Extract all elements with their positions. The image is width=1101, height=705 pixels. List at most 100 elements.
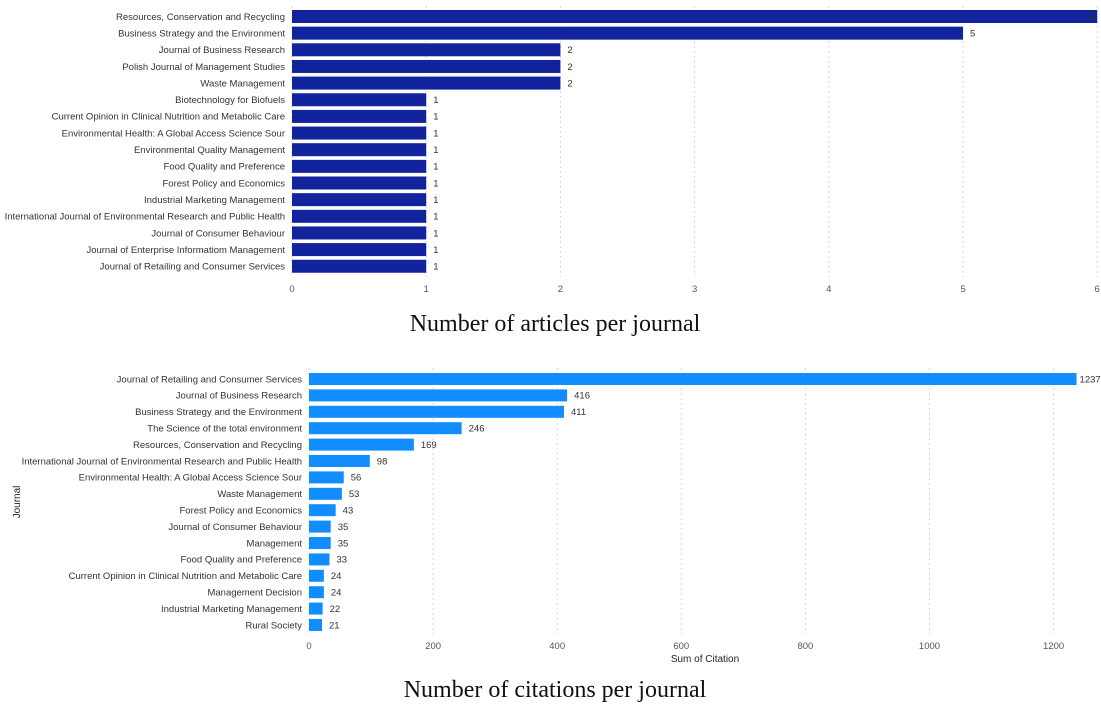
- chart1-category-label: Journal of Business Research: [159, 45, 285, 56]
- chart1-data-label: 1: [433, 195, 438, 206]
- chart2-data-label: 22: [330, 604, 341, 615]
- chart2-x-tick-800: 800: [797, 641, 813, 652]
- chart1-x-tick-0: 0: [289, 284, 294, 295]
- chart2-category-label: Management: [247, 538, 303, 549]
- chart1-data-label: 1: [433, 95, 438, 106]
- chart1-data-label: 1: [433, 212, 438, 223]
- chart1-category-label: Current Opinion in Clinical Nutrition an…: [52, 112, 285, 123]
- chart1-category-label: Food Quality and Preference: [164, 162, 285, 173]
- chart1-x-tick-6: 6: [1095, 284, 1100, 295]
- articles-per-journal-chart: Resources, Conservation and Recycling Bus…: [5, 6, 1100, 337]
- chart1-bar: [292, 93, 427, 107]
- chart1-bar: [292, 226, 427, 240]
- chart2-bar: [309, 405, 565, 418]
- chart1-bar: [292, 59, 561, 73]
- chart2-bars: [309, 373, 1077, 631]
- chart1-data-label: 1: [433, 162, 438, 173]
- chart2-x-tick-1000: 1000: [919, 641, 940, 652]
- chart2-data-label: 35: [338, 538, 349, 549]
- chart2-category-label: Environmental Health: A Global Access Sc…: [79, 473, 302, 484]
- chart2-bar: [309, 455, 370, 467]
- chart2-category-label: Food Quality and Preference: [181, 555, 302, 566]
- chart2-bar: [309, 504, 336, 517]
- chart2-data-label: 246: [469, 424, 485, 435]
- chart2-bar: [309, 487, 342, 500]
- chart1-category-label: Journal of Retailing and Consumer Servic…: [100, 262, 286, 273]
- chart2-data-label: 21: [329, 620, 340, 631]
- chart1-category-label: Resources, Conservation and Recycling: [116, 12, 285, 23]
- chart1-bar: [292, 193, 427, 207]
- chart2-x-axis-label: Sum of Citation: [671, 654, 739, 665]
- chart2-bar: [309, 438, 414, 451]
- chart2-data-label: 24: [331, 571, 342, 582]
- chart2-data-label: 24: [331, 588, 342, 599]
- chart2-bar: [309, 553, 330, 566]
- chart1-bar: [292, 176, 427, 190]
- chart1-data-label: 5: [970, 28, 975, 39]
- chart2-data-label: 53: [349, 489, 360, 500]
- chart2-data-label: 43: [343, 506, 354, 517]
- chart2-bar: [309, 586, 324, 599]
- chart2-bar: [309, 602, 323, 615]
- chart2-x-tick-400: 400: [549, 641, 565, 652]
- chart1-data-label: 1: [433, 178, 438, 189]
- chart1-category-label: Journal of Consumer Behaviour: [151, 228, 285, 239]
- chart1-x-tick-4: 4: [826, 284, 831, 295]
- chart2-category-label: Industrial Marketing Management: [161, 604, 302, 615]
- chart1-bar: [292, 109, 427, 123]
- chart2-title: Number of citations per journal: [404, 677, 707, 703]
- chart2-category-label: Business Strategy and the Environment: [135, 407, 302, 418]
- chart1-data-labels: 6 5 2 2 2 1 1 1 1 1 1 1 1 1 1 1: [433, 12, 1093, 273]
- chart2-category-label: International Journal of Environmental R…: [22, 456, 302, 467]
- chart2-category-label: Waste Management: [217, 489, 302, 500]
- chart2-category-label: The Science of the total environment: [147, 424, 302, 435]
- chart2-x-tick-200: 200: [425, 641, 441, 652]
- chart2-category-label: Journal of Consumer Behaviour: [168, 522, 302, 533]
- chart1-bar: [292, 259, 427, 273]
- chart2-data-label: 35: [338, 522, 349, 533]
- chart1-x-tick-3: 3: [692, 284, 697, 295]
- chart2-data-label: 33: [336, 555, 347, 566]
- chart2-category-label: Current Opinion in Clinical Nutrition an…: [69, 571, 302, 582]
- chart1-title: Number of articles per journal: [410, 311, 701, 337]
- chart1-x-tick-1: 1: [424, 284, 429, 295]
- chart1-bar: [292, 10, 1098, 23]
- chart2-bar: [309, 520, 331, 533]
- chart1-category-label: Environmental Health: A Global Access Sc…: [62, 128, 285, 139]
- chart2-category-label: Forest Policy and Economics: [180, 506, 303, 517]
- chart1-bar: [292, 26, 963, 40]
- chart1-data-label: 6: [1088, 12, 1093, 23]
- chart1-data-label: 1: [433, 228, 438, 239]
- chart1-bar: [292, 209, 427, 223]
- chart2-x-tick-labels: 0 200 400 600 800 1000 1200: [306, 641, 1064, 652]
- chart2-bar: [309, 619, 323, 631]
- chart1-bar: [292, 43, 561, 57]
- chart2-data-labels: 1237 416 411 246 169 98 56 53 43 35 35 33 24 24 22 21: [329, 374, 1101, 631]
- chart2-data-label: 1237: [1080, 374, 1101, 385]
- chart1-bar: [292, 143, 427, 157]
- chart1-data-label: 1: [433, 262, 438, 273]
- chart2-category-label: Resources, Conservation and Recycling: [133, 440, 302, 451]
- chart2-bar: [309, 422, 462, 435]
- chart1-bar: [292, 243, 427, 257]
- chart1-data-label: 1: [433, 112, 438, 123]
- chart2-category-labels: Journal of Retailing and Consumer Servic…: [22, 374, 303, 631]
- chart1-data-label: 1: [433, 145, 438, 156]
- chart1-category-label: Business Strategy and the Environment: [118, 28, 285, 39]
- chart1-x-tick-2: 2: [558, 284, 563, 295]
- chart1-data-label: 2: [567, 78, 572, 89]
- chart2-data-label: 416: [574, 391, 590, 402]
- chart1-category-label: Industrial Marketing Management: [144, 195, 285, 206]
- chart2-bar: [309, 389, 568, 402]
- citations-per-journal-chart: Journal of Retailing and Consumer Servic…: [12, 368, 1101, 703]
- chart1-category-label: Journal of Enterprise Informatiom Manage…: [86, 245, 285, 256]
- chart1-x-tick-5: 5: [960, 284, 965, 295]
- chart1-data-label: 1: [433, 245, 438, 256]
- chart2-category-label: Journal of Retailing and Consumer Servic…: [117, 374, 303, 385]
- chart2-bar: [309, 537, 331, 549]
- chart1-bars: [292, 10, 1098, 273]
- chart2-category-label: Rural Society: [246, 620, 303, 631]
- chart1-data-label: 1: [433, 128, 438, 139]
- chart2-bar: [309, 569, 324, 582]
